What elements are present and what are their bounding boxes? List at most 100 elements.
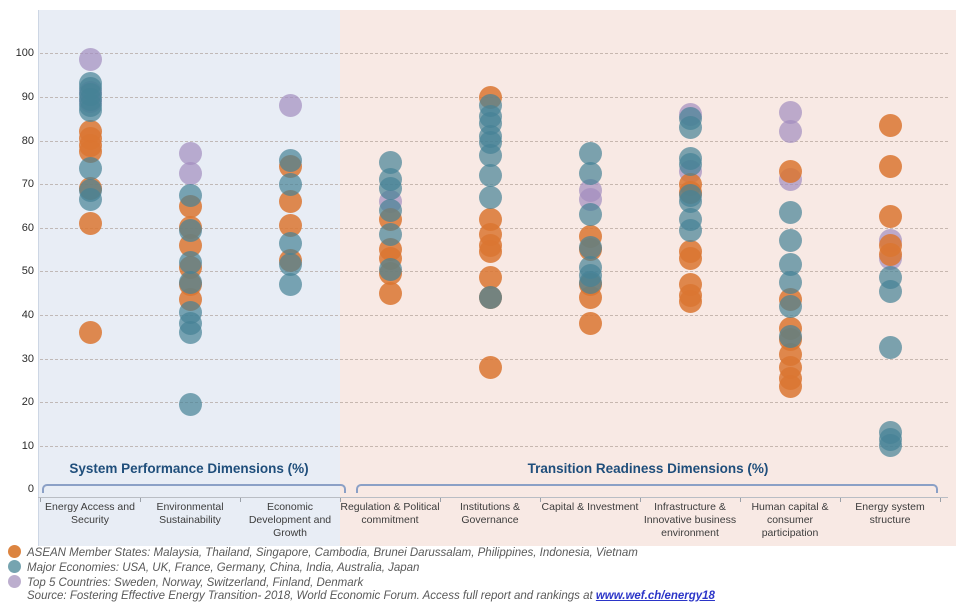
data-point-asean bbox=[78, 211, 102, 235]
data-point-major bbox=[778, 253, 802, 277]
data-point-major bbox=[878, 279, 902, 303]
legend-item-major-economies: Major Economies: USA, UK, France, German… bbox=[8, 560, 952, 575]
data-point-asean bbox=[678, 290, 702, 314]
category-axis-tick bbox=[540, 497, 541, 502]
legend: ASEAN Member States: Malaysia, Thailand,… bbox=[8, 545, 952, 605]
category-axis-tick bbox=[740, 497, 741, 502]
data-point-asean bbox=[278, 214, 302, 238]
data-point-major bbox=[878, 336, 902, 360]
data-point-major bbox=[778, 201, 802, 224]
data-point-top5 bbox=[778, 100, 802, 124]
category-label: Institutions & Governance bbox=[459, 501, 521, 526]
category-label: Infrastructure & Innovative business env… bbox=[643, 501, 737, 539]
legend-item-asean: ASEAN Member States: Malaysia, Thailand,… bbox=[8, 545, 952, 560]
data-point-asean bbox=[478, 355, 502, 379]
data-point-major bbox=[678, 116, 702, 139]
category-axis-tick bbox=[840, 497, 841, 502]
data-point-major bbox=[78, 188, 102, 211]
data-point-asean bbox=[878, 242, 902, 266]
data-point-asean bbox=[878, 205, 902, 229]
top5-legend-dot-icon bbox=[8, 575, 21, 588]
y-axis-tick-label: 0 bbox=[27, 483, 34, 496]
major-economies-legend-dot-icon bbox=[8, 560, 21, 573]
y-axis-tick-label: 30 bbox=[21, 352, 34, 365]
data-point-asean bbox=[578, 312, 602, 336]
data-point-top5 bbox=[178, 161, 202, 185]
asean-legend-dot-icon bbox=[8, 545, 21, 558]
data-point-asean bbox=[878, 113, 902, 137]
data-point-major bbox=[578, 161, 602, 185]
data-point-major bbox=[378, 198, 402, 222]
category-axis-tick bbox=[340, 497, 341, 502]
data-point-major bbox=[478, 286, 502, 310]
data-point-major bbox=[778, 325, 802, 349]
category-axis-tick bbox=[140, 497, 141, 502]
data-point-major bbox=[178, 270, 202, 294]
data-point-asean bbox=[78, 320, 102, 344]
data-point-asean bbox=[78, 140, 102, 163]
data-point-major bbox=[378, 257, 402, 281]
data-point-major bbox=[378, 177, 402, 201]
region-title-system-performance: System Performance Dimensions (%) bbox=[69, 461, 309, 476]
gridline-100 bbox=[40, 53, 948, 55]
data-point-top5 bbox=[278, 94, 302, 118]
category-axis-line bbox=[38, 497, 948, 498]
data-point-top5 bbox=[178, 142, 202, 166]
data-point-major bbox=[878, 434, 902, 458]
wef-report-link[interactable]: www.wef.ch/energy18 bbox=[595, 590, 715, 602]
legend-item-label: ASEAN Member States: Malaysia, Thailand,… bbox=[27, 547, 638, 559]
legend-item-label: Major Economies: USA, UK, France, German… bbox=[27, 562, 420, 574]
gridline-20 bbox=[40, 402, 948, 404]
data-point-major bbox=[778, 270, 802, 294]
y-axis-tick-label: 40 bbox=[21, 309, 34, 321]
category-label: Energy system structure bbox=[855, 501, 925, 526]
category-label: Energy Access and Security bbox=[45, 501, 135, 526]
data-point-asean bbox=[778, 159, 802, 183]
gridline-10 bbox=[40, 445, 948, 447]
y-axis-tick-label: 100 bbox=[15, 47, 34, 60]
data-point-major bbox=[78, 98, 102, 122]
data-point-major bbox=[378, 150, 402, 174]
data-point-asean bbox=[678, 246, 702, 270]
data-point-asean bbox=[278, 190, 302, 214]
transition-readiness-region-background bbox=[340, 10, 956, 546]
data-point-major bbox=[178, 183, 202, 207]
data-point-major bbox=[278, 253, 302, 277]
data-point-major bbox=[578, 142, 602, 166]
y-axis-tick-label: 70 bbox=[21, 178, 34, 191]
data-point-major bbox=[278, 273, 302, 296]
data-point-major bbox=[178, 251, 202, 275]
category-label: Regulation & Political commitment bbox=[340, 501, 440, 526]
system-performance-bracket bbox=[42, 484, 346, 493]
category-label: Economic Development and Growth bbox=[248, 501, 332, 539]
category-axis-tick bbox=[440, 497, 441, 502]
y-axis-tick-label: 90 bbox=[21, 91, 34, 103]
data-point-major bbox=[678, 153, 702, 177]
y-axis-tick-label: 50 bbox=[21, 265, 34, 278]
legend-item-top5: Top 5 Countries: Sweden, Norway, Switzer… bbox=[8, 575, 952, 590]
data-point-major bbox=[778, 294, 802, 318]
category-label: Human capital & consumer participation bbox=[751, 501, 829, 539]
region-title-transition-readiness: Transition Readiness Dimensions (%) bbox=[527, 461, 769, 476]
y-axis-tick-label: 60 bbox=[21, 221, 34, 234]
y-axis-tick-label: 80 bbox=[21, 134, 34, 147]
category-label: Capital & Investment bbox=[541, 501, 639, 513]
data-point-major bbox=[478, 185, 502, 209]
data-point-major bbox=[278, 172, 302, 196]
data-point-major bbox=[78, 157, 102, 181]
data-point-major bbox=[678, 218, 702, 242]
data-point-major bbox=[278, 148, 302, 172]
y-axis-tick-label: 10 bbox=[21, 439, 34, 452]
y-axis-tick-label: 20 bbox=[21, 396, 34, 409]
data-point-asean bbox=[778, 375, 802, 399]
data-point-asean bbox=[478, 266, 502, 290]
category-axis-tick bbox=[940, 497, 941, 502]
data-point-major bbox=[178, 218, 202, 242]
transition-readiness-bracket bbox=[356, 484, 938, 493]
data-point-major bbox=[478, 144, 502, 168]
data-point-major bbox=[678, 190, 702, 214]
category-axis-tick bbox=[640, 497, 641, 502]
data-point-major bbox=[578, 270, 602, 294]
